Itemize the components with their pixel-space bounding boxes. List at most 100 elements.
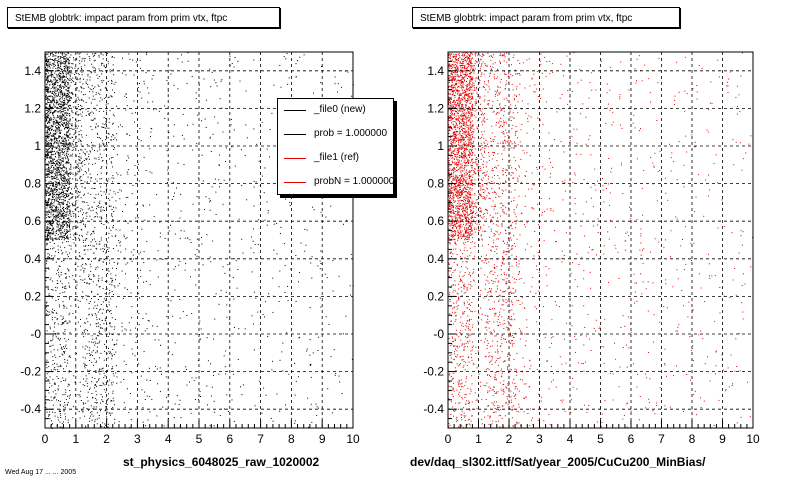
data-point (460, 232, 462, 234)
data-point (75, 237, 76, 239)
data-point (61, 79, 63, 81)
data-point (71, 80, 73, 82)
data-point (47, 132, 49, 134)
data-point (62, 62, 64, 64)
data-point (197, 360, 199, 361)
data-point (209, 209, 211, 211)
data-point (107, 398, 109, 400)
data-point (65, 116, 66, 118)
data-point (65, 64, 67, 66)
data-point (244, 328, 246, 330)
data-point (67, 162, 69, 164)
data-point (103, 261, 104, 263)
data-point (179, 217, 181, 219)
data-point (67, 155, 69, 157)
data-point (49, 411, 51, 413)
data-point (73, 187, 75, 189)
data-point (64, 84, 66, 86)
data-point (50, 233, 52, 235)
data-point (54, 82, 56, 83)
data-point (66, 171, 68, 173)
data-point (67, 136, 69, 138)
data-point (64, 86, 66, 88)
data-point (50, 116, 52, 118)
data-point (66, 236, 68, 238)
data-point (63, 60, 65, 62)
data-point (62, 189, 63, 191)
legend-line-black (284, 110, 306, 111)
data-point (60, 347, 62, 349)
data-point (121, 270, 123, 272)
data-point (156, 368, 158, 370)
data-point (91, 291, 93, 293)
data-point (64, 178, 66, 180)
data-point (526, 319, 528, 321)
data-point (465, 362, 467, 364)
data-point (63, 164, 65, 166)
data-point (449, 243, 451, 245)
data-point (173, 84, 175, 86)
data-point (76, 353, 77, 354)
data-point (48, 195, 50, 197)
data-point (51, 175, 52, 177)
data-point (70, 245, 72, 247)
data-point (255, 181, 257, 183)
data-point (80, 269, 82, 271)
data-point (70, 193, 72, 194)
data-point (50, 194, 51, 196)
data-point (103, 389, 105, 391)
data-point (64, 59, 66, 61)
data-point (116, 376, 118, 378)
data-point (110, 298, 112, 300)
scatter-plot-ref: 0 1 2 3 4 5 6 7 8 9 10-0.4-0.2-00.20.40.60.811.21.… (423, 51, 760, 446)
data-point (56, 128, 58, 130)
data-point (224, 366, 226, 368)
data-point (104, 127, 106, 129)
data-point (80, 220, 82, 222)
data-point (251, 315, 253, 317)
data-point (107, 103, 109, 105)
data-point (60, 152, 62, 154)
data-point (94, 301, 96, 303)
data-point (479, 80, 481, 81)
data-point (76, 188, 78, 190)
data-point (55, 233, 57, 234)
data-point (147, 87, 149, 89)
data-point (183, 230, 185, 232)
data-point (225, 291, 227, 293)
data-point (80, 143, 82, 145)
data-point (65, 399, 67, 401)
data-point (77, 125, 79, 127)
data-point (59, 75, 61, 76)
data-point (477, 72, 479, 74)
data-point (448, 337, 450, 339)
data-point (45, 73, 47, 75)
data-point (59, 365, 61, 367)
data-point (470, 136, 472, 138)
data-point (66, 208, 68, 210)
data-point (448, 100, 450, 102)
data-point (99, 286, 101, 288)
data-point (49, 194, 51, 196)
data-point (49, 211, 51, 213)
data-point (52, 67, 54, 69)
data-point (55, 336, 57, 338)
data-point (112, 368, 114, 370)
data-point (97, 136, 99, 138)
data-point (53, 228, 55, 230)
data-point (84, 58, 86, 59)
data-point (96, 208, 97, 210)
data-point (493, 301, 495, 303)
data-point (51, 420, 52, 422)
data-point (515, 126, 517, 127)
data-point (566, 322, 567, 324)
data-point (110, 205, 112, 207)
data-point (254, 405, 256, 407)
data-point (67, 362, 69, 364)
data-point (113, 74, 115, 76)
data-point (114, 326, 116, 328)
data-point (47, 134, 49, 136)
data-point (186, 83, 188, 85)
data-point (58, 304, 60, 306)
data-point (112, 114, 114, 116)
